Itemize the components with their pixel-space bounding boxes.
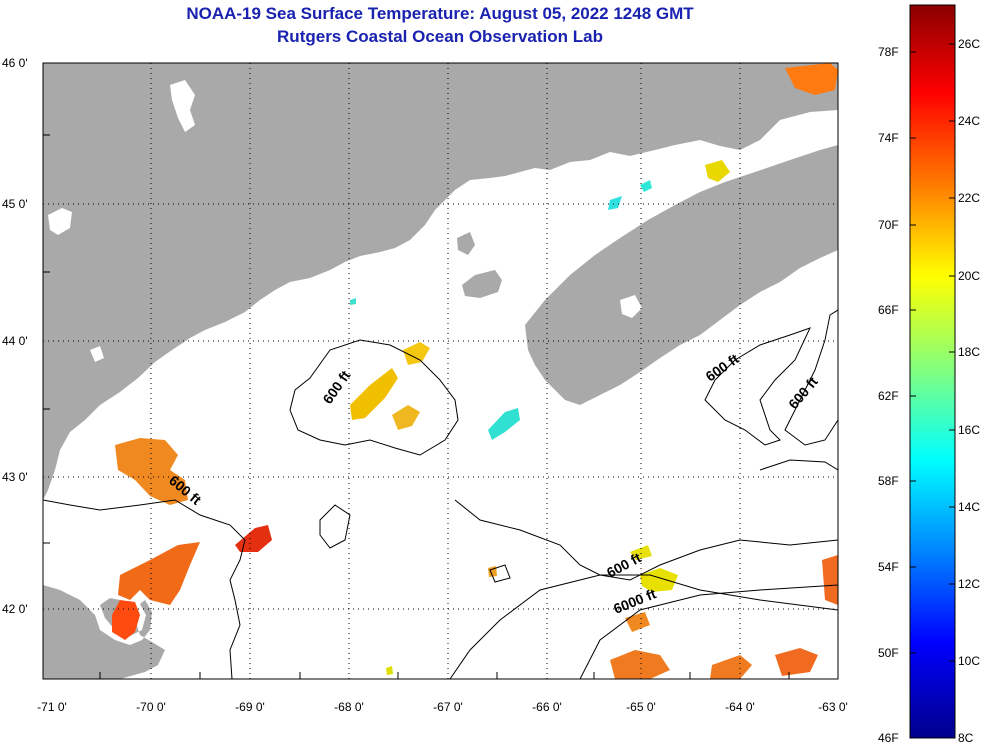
sst-patch-yellow — [350, 368, 398, 420]
axis-ticks — [43, 134, 790, 679]
sst-patch-cool — [608, 196, 622, 210]
lake — [620, 295, 642, 318]
sst-patch-yellow — [392, 405, 420, 430]
lon-label: -69 0' — [235, 700, 265, 714]
colorbar-c-label: 18C — [958, 345, 981, 359]
contour-600ft — [489, 564, 511, 583]
lake — [90, 346, 104, 362]
sst-patch-orange — [610, 650, 670, 679]
lat-label: 46 0' — [2, 56, 28, 70]
map-subtitle: Rutgers Coastal Ocean Observation Lab — [277, 27, 603, 46]
lon-label: -65 0' — [626, 700, 656, 714]
sst-patch-warm — [785, 63, 838, 95]
map-title: NOAA-19 Sea Surface Temperature: August … — [186, 4, 694, 23]
sst-patch-orange — [115, 438, 188, 505]
sst-data — [112, 63, 838, 679]
colorbar — [909, 4, 956, 739]
contour-600ft — [704, 327, 811, 446]
lat-label: 42 0' — [2, 602, 28, 616]
colorbar-c-label: 8C — [958, 731, 974, 745]
lon-label: -63 0' — [818, 700, 848, 714]
colorbar-c-label: 24C — [958, 114, 981, 128]
sst-patch-red — [112, 600, 140, 640]
map-frame — [42, 62, 839, 680]
colorbar-f-label: 50F — [878, 646, 899, 660]
contour-600ft — [319, 504, 351, 549]
sst-patch-orange — [710, 655, 752, 679]
sst-patch-yellow — [640, 568, 678, 592]
lat-label: 45 0' — [2, 197, 28, 211]
colorbar-c-label: 10C — [958, 654, 981, 668]
sst-patch-orange — [822, 555, 838, 605]
sst-patch-cool — [350, 298, 356, 305]
contour-600ft — [289, 339, 459, 456]
land-nova-scotia — [525, 145, 838, 405]
colorbar-f-label: 46F — [878, 731, 899, 745]
contour-600ft — [759, 459, 838, 471]
lon-label: -68 0' — [334, 700, 364, 714]
colorbar-c-label: 22C — [958, 191, 981, 205]
colorbar-f-label: 70F — [878, 218, 899, 232]
land-island — [462, 270, 502, 298]
contour-600ft — [784, 309, 838, 446]
land-mainland — [43, 63, 838, 500]
lon-label: -66 0' — [532, 700, 562, 714]
colorbar-f-label: 62F — [878, 389, 899, 403]
lake — [48, 208, 72, 235]
sst-patch-cool — [488, 408, 520, 440]
lon-label: -64 0' — [725, 700, 755, 714]
contour-6000ft — [579, 584, 838, 679]
colorbar-f-label: 54F — [878, 560, 899, 574]
colorbar-f-label: 78F — [878, 45, 899, 59]
sst-patch-orange — [118, 542, 200, 605]
contour-600ft — [454, 499, 838, 581]
sst-patch-red — [235, 525, 272, 552]
sst-patch-orange — [775, 648, 818, 676]
sst-patch-yellow — [386, 666, 393, 675]
colorbar-f-label: 58F — [878, 474, 899, 488]
colorbar-c-label: 20C — [958, 269, 981, 283]
colorbar-c-label: 16C — [958, 423, 981, 437]
lake — [170, 80, 195, 132]
bathymetry-contours — [43, 309, 838, 679]
colorbar-c-label: 12C — [958, 577, 981, 591]
colorbar-c-label: 26C — [958, 37, 981, 51]
lon-label: -71 0' — [37, 700, 67, 714]
contour-6000ft — [449, 574, 838, 679]
sst-patch-yellow — [403, 342, 430, 365]
lat-label: 43 0' — [2, 470, 28, 484]
land-island — [457, 232, 475, 255]
colorbar-c-label: 14C — [958, 500, 981, 514]
lon-label: -67 0' — [433, 700, 463, 714]
colorbar-f-label: 74F — [878, 131, 899, 145]
colorbar-ticks — [910, 43, 955, 662]
sst-patch-yellow — [630, 545, 652, 560]
contour-600ft — [43, 499, 246, 679]
sst-patch-yellow — [705, 160, 730, 182]
sst-patch-cool — [640, 180, 652, 192]
lat-label: 44 0' — [2, 334, 28, 348]
colorbar-f-label: 66F — [878, 303, 899, 317]
lon-label: -70 0' — [136, 700, 166, 714]
